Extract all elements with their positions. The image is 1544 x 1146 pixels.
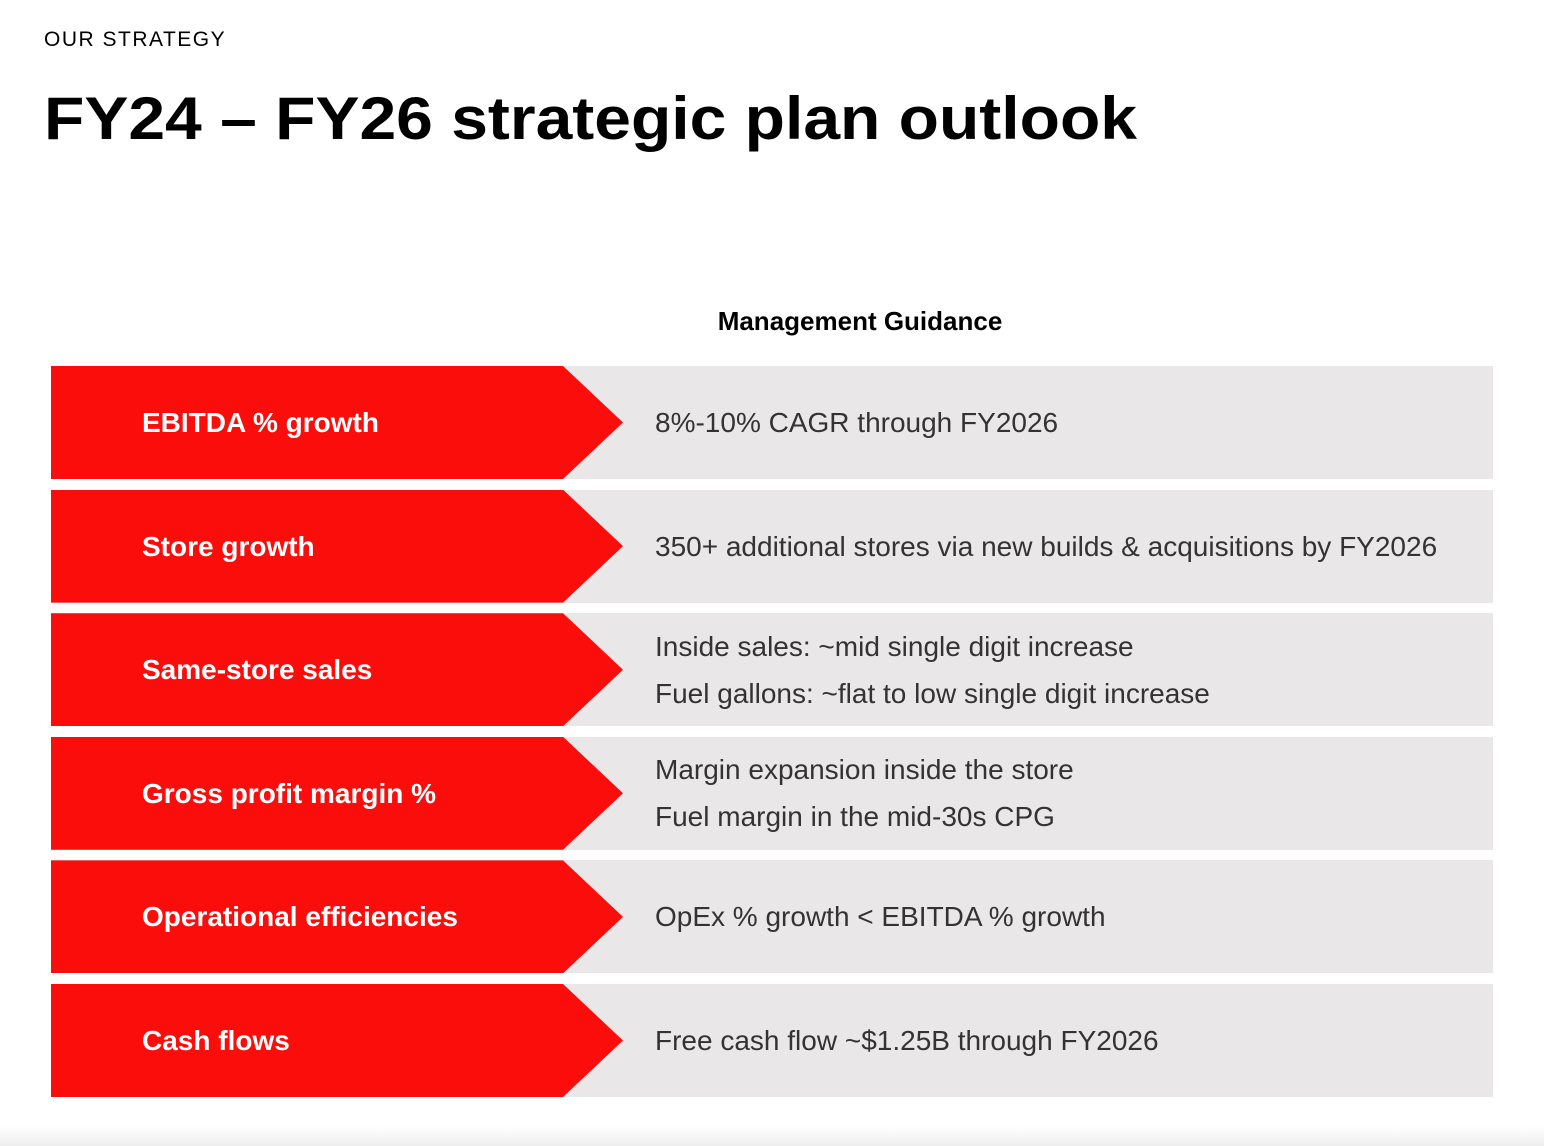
metric-label: Store growth bbox=[142, 530, 315, 562]
metric-label: Same-store sales bbox=[142, 654, 373, 686]
guidance-line: 350+ additional stores via new builds & … bbox=[655, 530, 1438, 562]
guidance-line: 8%-10% CAGR through FY2026 bbox=[655, 407, 1059, 438]
metric-chevron bbox=[51, 613, 623, 727]
metric-chevron bbox=[51, 736, 623, 850]
guidance-line: Inside sales: ~mid single digit increase bbox=[655, 630, 1134, 662]
metric-chevron bbox=[51, 984, 623, 1097]
strategy-row: EBITDA % growth 8%-10% CAGR through FY202… bbox=[51, 366, 1493, 479]
guidance-text: Inside sales: ~mid single digit increase… bbox=[655, 613, 1485, 726]
strategy-row: Store growth 350+ additional stores via n… bbox=[51, 489, 1493, 603]
strategy-row: Same-store sales Inside sales: ~mid singl… bbox=[51, 613, 1493, 727]
metric-chevron bbox=[51, 366, 623, 479]
metric-label: Cash flows bbox=[142, 1025, 290, 1056]
guidance-text: Margin expansion inside the store Fuel ma… bbox=[655, 737, 1485, 850]
guidance-column-header: Management Guidance bbox=[717, 306, 1003, 336]
guidance-line: OpEx % growth < EBITDA % growth bbox=[655, 901, 1106, 933]
guidance-line: Fuel gallons: ~flat to low single digit … bbox=[655, 677, 1210, 709]
bottom-shadow bbox=[0, 1126, 1544, 1146]
strategy-row: Cash flows Free cash flow ~$1.25B through… bbox=[51, 984, 1493, 1097]
guidance-text: 350+ additional stores via new builds & … bbox=[655, 490, 1485, 603]
metric-chevron bbox=[51, 489, 623, 603]
metric-label: EBITDA % growth bbox=[142, 407, 379, 438]
guidance-text: Free cash flow ~$1.25B through FY2026 bbox=[655, 984, 1485, 1097]
guidance-line: Fuel margin in the mid-30s CPG bbox=[655, 801, 1055, 833]
guidance-text: 8%-10% CAGR through FY2026 bbox=[655, 366, 1485, 479]
guidance-line: Margin expansion inside the store bbox=[655, 754, 1074, 786]
metric-chevron bbox=[51, 860, 623, 974]
guidance-text: OpEx % growth < EBITDA % growth bbox=[655, 860, 1485, 973]
strategy-row: Operational efficiencies OpEx % growth < … bbox=[51, 860, 1493, 974]
metric-label: Gross profit margin % bbox=[142, 777, 437, 809]
guidance-line: Free cash flow ~$1.25B through FY2026 bbox=[655, 1025, 1159, 1056]
strategy-row: Gross profit margin % Margin expansion in… bbox=[51, 736, 1493, 850]
section-label: OUR STRATEGY bbox=[44, 28, 227, 51]
page-title: FY24 – FY26 strategic plan outlook bbox=[44, 85, 1137, 152]
metric-label: Operational efficiencies bbox=[142, 901, 458, 933]
